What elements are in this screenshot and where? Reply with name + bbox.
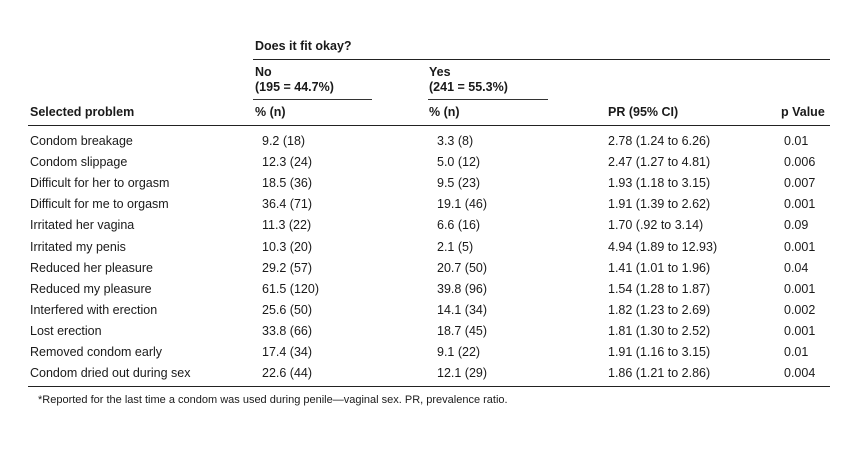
group-no-n: (195 = 44.7%) xyxy=(255,80,334,94)
cell-problem: Difficult for her to orgasm xyxy=(30,176,170,191)
cell-pr: 2.47 (1.27 to 4.81) xyxy=(608,155,711,170)
cell-pr: 1.54 (1.28 to 1.87) xyxy=(608,281,711,296)
cell-problem: Reduced my pleasure xyxy=(30,281,152,296)
cell-no: 61.5 (120) xyxy=(262,281,319,296)
cell-problem: Irritated her vagina xyxy=(30,218,135,233)
cell-p-value: 0.01 xyxy=(784,345,809,359)
cell-p-value: 0.007 xyxy=(784,176,816,191)
header-rule xyxy=(28,125,830,126)
cell-no: 10.3 (20) xyxy=(262,239,313,254)
cell-no: 11.3 (22) xyxy=(262,218,312,233)
cell-yes: 9.5 (23) xyxy=(437,176,481,191)
cell-p-value: 0.09 xyxy=(784,218,809,233)
cell-problem: Condom dried out during sex xyxy=(30,366,191,381)
cell-pr: 1.91 (1.39 to 2.62) xyxy=(608,197,711,212)
cell-no: 22.6 (44) xyxy=(262,366,313,381)
cell-yes: 5.0 (12) xyxy=(437,155,481,170)
cell-problem: Difficult for me to orgasm xyxy=(30,197,169,212)
cell-no: 18.5 (36) xyxy=(262,176,313,191)
cell-problem: Interfered with erection xyxy=(30,302,158,317)
cell-yes: 19.1 (46) xyxy=(437,197,488,212)
cell-yes: 18.7 (45) xyxy=(437,323,488,338)
cell-problem: Condom breakage xyxy=(30,134,133,148)
cell-pr: 2.78 (1.24 to 6.26) xyxy=(608,134,711,148)
cell-no: 9.2 (18) xyxy=(262,134,306,148)
cell-yes: 9.1 (22) xyxy=(437,345,481,359)
cell-no: 12.3 (24) xyxy=(262,155,313,170)
cell-problem: Irritated my penis xyxy=(30,239,126,254)
cell-no: 33.8 (66) xyxy=(262,323,313,338)
cell-no: 36.4 (71) xyxy=(262,197,313,212)
cell-pr: 1.82 (1.23 to 2.69) xyxy=(608,302,711,317)
cell-yes: 12.1 (29) xyxy=(437,366,488,381)
bottom-rule xyxy=(28,386,830,387)
cell-p-value: 0.001 xyxy=(784,197,816,212)
cell-yes: 39.8 (96) xyxy=(437,281,488,296)
cell-p-value: 0.006 xyxy=(784,155,816,170)
table-footnote: *Reported for the last time a condom was… xyxy=(38,394,508,406)
group-yes-rule xyxy=(428,99,548,100)
cell-problem: Reduced her pleasure xyxy=(30,260,153,275)
cell-pr: 1.86 (1.21 to 2.86) xyxy=(608,366,711,381)
cell-pr: 1.81 (1.30 to 2.52) xyxy=(608,323,711,338)
cell-pr: 1.70 (.92 to 3.14) xyxy=(608,218,704,233)
cell-pr: 1.93 (1.18 to 3.15) xyxy=(608,176,711,191)
cell-p-value: 0.004 xyxy=(784,366,816,381)
cell-no: 29.2 (57) xyxy=(262,260,313,275)
header-yes-pct: % (n) xyxy=(429,105,460,119)
header-pr: PR (95% CI) xyxy=(608,105,679,119)
cell-no: 25.6 (50) xyxy=(262,302,313,317)
cell-problem: Condom slippage xyxy=(30,155,128,170)
group-yes-n: (241 = 55.3%) xyxy=(429,80,508,94)
cell-pr: 1.91 (1.16 to 3.15) xyxy=(608,345,711,359)
header-p-value: p Value xyxy=(781,105,825,119)
cell-p-value: 0.002 xyxy=(784,302,816,317)
spanner-header: Does it fit okay? xyxy=(255,39,352,53)
cell-yes: 14.1 (34) xyxy=(437,302,488,317)
group-no-rule xyxy=(253,99,372,100)
header-no-pct: % (n) xyxy=(255,105,286,119)
cell-problem: Lost erection xyxy=(30,323,102,338)
cell-yes: 3.3 (8) xyxy=(437,134,474,148)
cell-p-value: 0.001 xyxy=(784,239,816,254)
group-yes-label: Yes xyxy=(429,65,451,79)
spanner-rule xyxy=(253,59,830,60)
group-no-label: No xyxy=(255,65,272,79)
cell-yes: 6.6 (16) xyxy=(437,218,481,233)
cell-p-value: 0.001 xyxy=(784,281,816,296)
cell-yes: 20.7 (50) xyxy=(437,260,488,275)
cell-pr: 1.41 (1.01 to 1.96) xyxy=(608,260,711,275)
cell-p-value: 0.001 xyxy=(784,323,816,338)
header-selected-problem: Selected problem xyxy=(30,105,135,119)
cell-no: 17.4 (34) xyxy=(262,345,313,359)
cell-p-value: 0.01 xyxy=(784,134,809,148)
cell-p-value: 0.04 xyxy=(784,260,809,275)
cell-pr: 4.94 (1.89 to 12.93) xyxy=(608,239,718,254)
cell-yes: 2.1 (5) xyxy=(437,239,474,254)
cell-problem: Removed condom early xyxy=(30,345,163,359)
